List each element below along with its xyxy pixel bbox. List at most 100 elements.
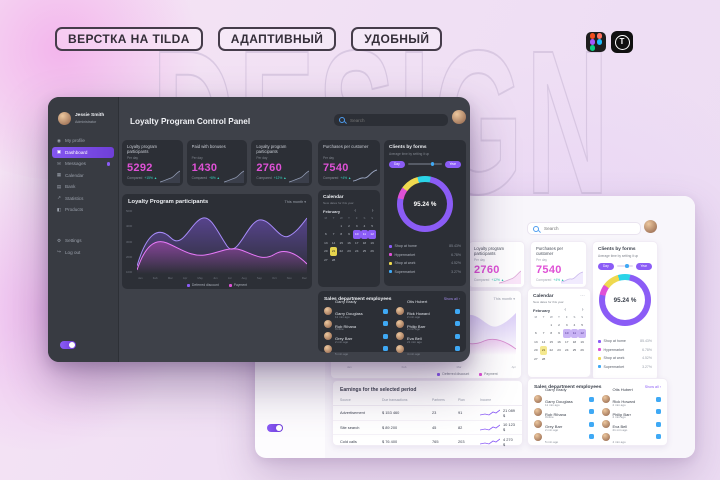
calendar-day[interactable]: 22	[339, 249, 343, 254]
chat-icon[interactable]	[383, 308, 388, 314]
table-row[interactable]: Site search $ 89 200 45 82 10 123 $	[333, 421, 522, 435]
chat-icon[interactable]	[588, 434, 594, 440]
calendar-day[interactable]	[337, 256, 345, 265]
calendar-day[interactable]	[361, 256, 369, 265]
calendar-day[interactable]: 17	[354, 240, 359, 245]
calendar-day[interactable]: 10	[562, 329, 571, 338]
calendar-day[interactable]: 4	[363, 223, 366, 228]
range-dropdown[interactable]: This month	[284, 200, 306, 204]
calendar-day[interactable]: 21	[329, 247, 338, 256]
range-slider[interactable]	[407, 162, 442, 166]
sidebar-item[interactable]: ▣ Dashboard	[52, 146, 114, 158]
calendar-day[interactable]: 23	[557, 348, 561, 353]
search-input[interactable]	[348, 116, 443, 124]
chat-icon[interactable]	[588, 396, 594, 402]
calendar-day[interactable]: 10	[352, 230, 361, 239]
sidebar-item[interactable]: ✉ Messages	[52, 158, 114, 170]
table-row[interactable]: Advertisement $ 153 460 23 91 21 089 $	[333, 406, 522, 421]
dark-header-avatar[interactable]	[452, 110, 466, 124]
calendar-day[interactable]: 19	[580, 339, 584, 344]
calendar-day[interactable]: 25	[572, 348, 577, 353]
calendar-day[interactable]: 14	[331, 240, 336, 245]
calendar-day[interactable]: 7	[542, 331, 545, 336]
calendar-day[interactable]	[571, 355, 579, 364]
range-dropdown[interactable]: This month	[493, 297, 515, 301]
calendar-menu-icon[interactable]: …	[580, 292, 585, 298]
calendar-day[interactable]	[547, 355, 555, 364]
calendar-day[interactable]: 6	[324, 232, 327, 237]
calendar-day[interactable]: 23	[347, 249, 351, 254]
calendar-day[interactable]: 2	[558, 322, 560, 327]
calendar-day[interactable]: 13	[534, 339, 538, 344]
range-pill-year[interactable]: Year	[444, 160, 461, 168]
slider-thumb[interactable]	[625, 264, 630, 268]
calendar-day[interactable]: 3	[355, 223, 358, 228]
calendar-day[interactable]: 16	[557, 339, 561, 344]
calendar-day[interactable]: 13	[324, 240, 328, 245]
calendar-day[interactable]: 9	[558, 331, 560, 336]
calendar-day[interactable]: 22	[549, 348, 553, 353]
calendar-day[interactable]	[563, 355, 571, 364]
calendar-day[interactable]	[322, 222, 330, 231]
calendar-day[interactable]	[353, 256, 361, 265]
calendar-day[interactable]	[578, 355, 586, 364]
chevron-right-icon[interactable]: ›	[581, 306, 584, 313]
user-avatar[interactable]	[58, 112, 71, 125]
sidebar-item[interactable]: ▤ Bank	[52, 181, 114, 193]
chevron-left-icon[interactable]: ‹	[564, 306, 567, 313]
chevron-right-icon[interactable]: ›	[371, 207, 374, 214]
calendar-day[interactable]: 8	[340, 232, 343, 237]
calendar-day[interactable]: 26	[370, 249, 374, 254]
calendar-day[interactable]: 27	[324, 257, 328, 262]
calendar-day[interactable]: 14	[541, 339, 546, 344]
range-pill-year[interactable]: Year	[635, 262, 652, 270]
calendar-day[interactable]: 24	[354, 249, 359, 254]
sidebar-item[interactable]: ◉ My profile	[52, 135, 114, 147]
calendar-day[interactable]: 24	[564, 348, 569, 353]
chat-icon[interactable]	[656, 421, 661, 427]
show-all-link[interactable]: Show all	[444, 297, 460, 301]
calendar-day[interactable]: 20	[324, 249, 328, 254]
chat-icon[interactable]	[656, 396, 661, 402]
calendar-day[interactable]: 12	[368, 230, 376, 239]
calendar-day[interactable]: 28	[541, 356, 546, 361]
range-slider[interactable]	[616, 264, 633, 268]
chat-icon[interactable]	[383, 321, 388, 327]
sidebar-item[interactable]: ▦ Calendar	[52, 170, 114, 182]
calendar-day[interactable]: 9	[348, 232, 350, 237]
chat-icon[interactable]	[455, 346, 460, 352]
calendar-day[interactable]: 27	[534, 356, 538, 361]
chat-icon[interactable]	[383, 333, 388, 339]
chevron-left-icon[interactable]: ‹	[354, 207, 357, 214]
calendar-day[interactable]: 17	[564, 339, 569, 344]
sidebar-item[interactable]: ⚙ Settings	[52, 235, 114, 247]
calendar-day[interactable]: 25	[362, 249, 367, 254]
calendar-day[interactable]: 1	[550, 322, 553, 327]
calendar-day[interactable]: 26	[580, 348, 584, 353]
calendar-day[interactable]	[555, 355, 563, 364]
light-search-bar[interactable]	[527, 222, 641, 235]
sidebar-item[interactable]: ↪ Log out	[52, 247, 114, 259]
calendar-day[interactable]	[345, 256, 353, 265]
calendar-day[interactable]: 7	[332, 232, 335, 237]
sidebar-item[interactable]: ◧ Products	[52, 204, 114, 216]
calendar-day[interactable]: 2	[348, 223, 350, 228]
calendar-day[interactable]: 16	[347, 240, 351, 245]
dark-search-bar[interactable]	[334, 114, 448, 126]
calendar-day[interactable]: 18	[572, 339, 577, 344]
chat-icon[interactable]	[383, 346, 388, 352]
calendar-day[interactable]: 6	[534, 331, 537, 336]
calendar-day[interactable]: 20	[534, 348, 538, 353]
slider-thumb[interactable]	[430, 162, 435, 166]
calendar-day[interactable]: 5	[581, 322, 583, 327]
calendar-day[interactable]: 5	[371, 223, 373, 228]
sidebar-item[interactable]: ↗ Statistics	[52, 193, 114, 205]
calendar-day[interactable]: 19	[370, 240, 374, 245]
calendar-day[interactable]	[540, 321, 548, 330]
search-input[interactable]	[542, 225, 635, 232]
chat-icon[interactable]	[455, 308, 460, 314]
calendar-day[interactable]	[532, 321, 540, 330]
calendar-day[interactable]: 4	[573, 322, 576, 327]
calendar-day[interactable]: 18	[362, 240, 367, 245]
calendar-day[interactable]	[368, 256, 376, 265]
